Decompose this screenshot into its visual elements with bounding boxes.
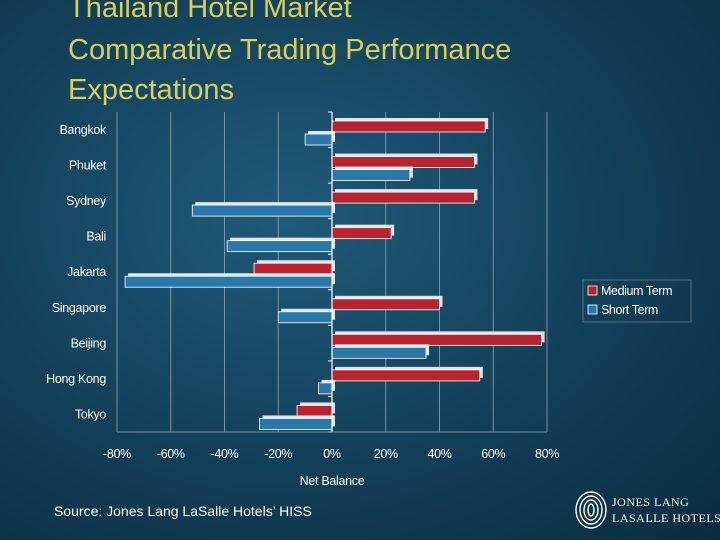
bar-medium-term: [331, 191, 475, 204]
x-tick-label: 60%: [481, 447, 505, 461]
x-tick-label: 20%: [374, 447, 398, 461]
x-tick-label: -40%: [211, 447, 239, 461]
legend-box: [582, 279, 692, 323]
legend-label: Short Term: [601, 303, 658, 317]
bar-short-term: [277, 311, 333, 324]
bar-medium-term: [253, 262, 333, 275]
logo-text-line-1: JONES LANG: [612, 495, 690, 509]
x-tick-label: 0%: [323, 447, 341, 461]
x-tick-label: -80%: [103, 447, 131, 461]
bar-short-term: [191, 204, 333, 217]
category-label: Hong Kong: [46, 372, 106, 386]
bar-medium-term: [331, 333, 543, 346]
bar-short-term: [331, 169, 411, 181]
category-label: Singapore: [52, 301, 107, 315]
category-label: Bali: [86, 230, 106, 244]
category-label: Phuket: [69, 159, 107, 173]
source-note: Source: Jones Lang LaSalle Hotels’ HISS: [54, 503, 312, 519]
category-label: Tokyo: [75, 407, 107, 421]
bar-short-term: [226, 240, 333, 253]
x-axis-label: Net Balance: [300, 474, 365, 488]
legend-swatch: [587, 304, 598, 315]
company-logo: JONES LANG LASALLE HOTELS.: [574, 490, 720, 530]
bar-short-term: [318, 382, 333, 395]
bar-medium-term: [331, 227, 392, 240]
bar-medium-term: [331, 120, 486, 133]
bar-medium-term: [331, 298, 440, 311]
bar-short-term: [124, 275, 333, 288]
x-tick-label: -20%: [264, 447, 292, 461]
bar-medium-term: [331, 156, 475, 168]
category-label: Sydney: [66, 194, 107, 208]
x-tick-label: -60%: [157, 447, 185, 461]
legend-swatch: [587, 285, 598, 296]
category-label: Jakarta: [67, 265, 106, 279]
title-line-2: Comparative Trading Performance: [68, 34, 512, 66]
category-label: Beijing: [71, 336, 107, 350]
title-line-1: Thailand Hotel Market: [68, 0, 352, 24]
legend-label: Medium Term: [601, 284, 672, 298]
bar-short-term: [259, 418, 333, 430]
x-tick-label: 80%: [535, 447, 559, 461]
bar-short-term: [304, 133, 333, 146]
bar-short-term: [331, 346, 427, 359]
bar-medium-term: [296, 405, 333, 417]
bar-medium-term: [331, 369, 481, 382]
logo-text-line-2: LASALLE HOTELS.: [612, 511, 720, 525]
category-label: Bangkok: [59, 123, 107, 137]
legend: Medium Term Short Term: [582, 279, 692, 323]
x-tick-label: 40%: [427, 447, 451, 461]
fingerprint-logo-icon: [575, 491, 607, 529]
title-line-3: Expectations: [68, 74, 235, 106]
